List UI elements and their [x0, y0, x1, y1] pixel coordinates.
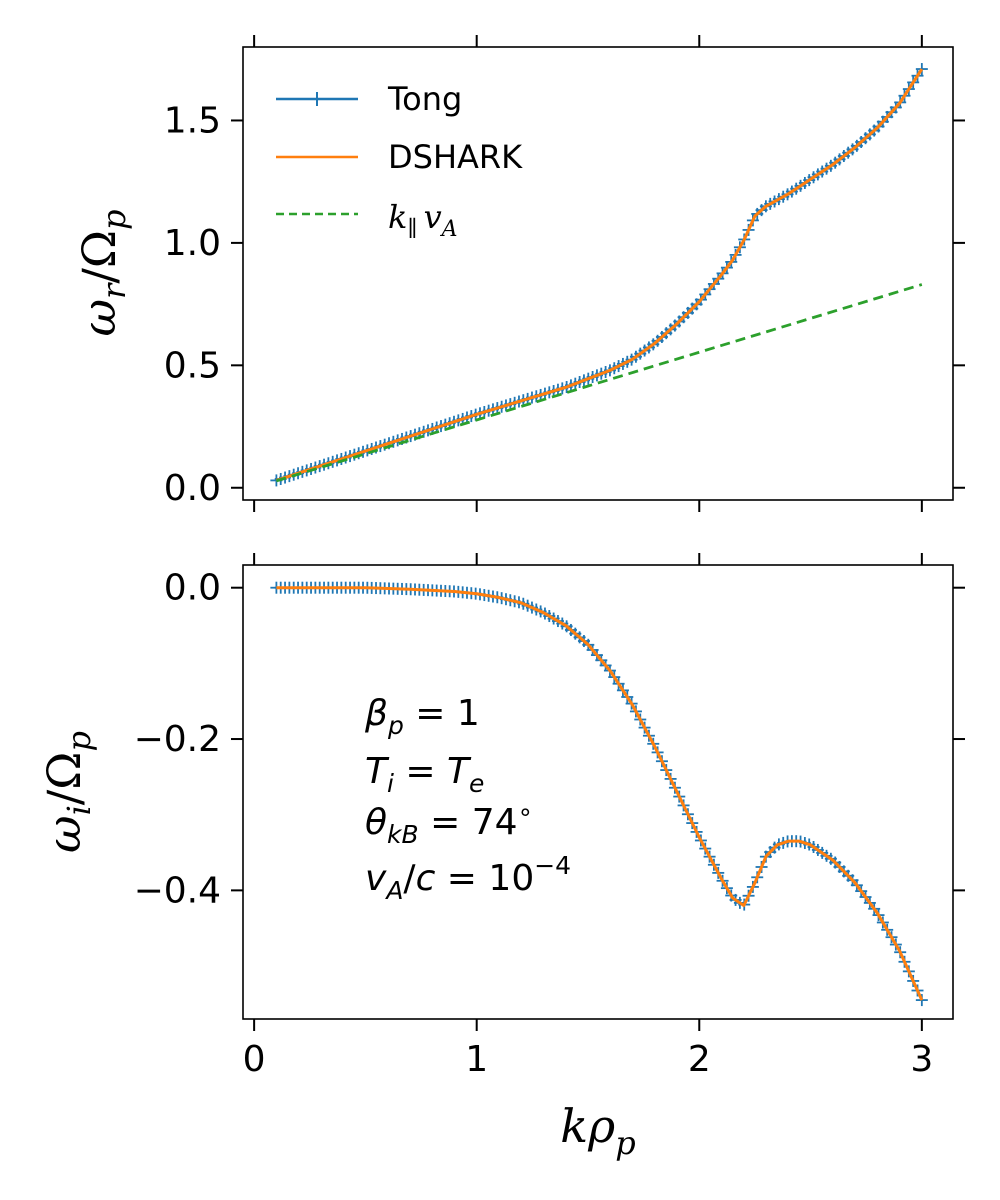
annotation-angle: θkB = 74∘ [365, 797, 533, 849]
annotation-temperature: Ti = Te [365, 751, 484, 798]
x-tick-label-2: 2 [688, 1039, 711, 1080]
y-tick-label-bottom-1: −0.2 [134, 719, 221, 760]
parameter-annotation: βp = 1 Ti = Te θkB = 74∘ vA/c = 10−4 [364, 693, 571, 905]
y-tick-label-top-1: 0.5 [164, 345, 221, 386]
y-tick-label-top-2: 1.0 [164, 223, 221, 264]
series-top-0-line [276, 68, 923, 482]
top-ticks: 0.0 0.5 1.0 1.5 [164, 35, 965, 512]
y-tick-label-top-3: 1.5 [164, 100, 221, 141]
series-top-2-line [275, 283, 923, 483]
top-plot-marks [270, 63, 928, 487]
series-bottom-0-line [276, 586, 923, 1001]
legend-label-tong: Tong [387, 80, 462, 118]
legend-entry-dshark: DSHARK [276, 138, 523, 176]
bottom-panel: 0 1 2 3 0.0 −0.2 −0.4 ωi/Ωp βp = 1 Ti = Te θkB… [37, 553, 965, 1080]
legend-entry-tong: Tong [276, 80, 462, 118]
top-plot-frame [242, 46, 954, 501]
legend-entry-alfven: k∥ vA [276, 198, 458, 242]
legend-label-dshark: DSHARK [388, 138, 523, 176]
annotation-beta: βp = 1 [364, 693, 480, 740]
x-tick-label-1: 1 [465, 1039, 488, 1080]
series-bottom-1-line [276, 586, 924, 1001]
top-ylabel: ωr/Ωp [72, 210, 133, 337]
x-tick-label-0: 0 [243, 1039, 266, 1080]
bottom-ticks: 0 1 2 3 0.0 −0.2 −0.4 [134, 553, 965, 1080]
y-tick-label-top-0: 0.0 [164, 468, 221, 509]
top-panel: 0.0 0.5 1.0 1.5 ωr/Ωp Tong DSHARK k∥ vA [72, 35, 965, 512]
bottom-ylabel: ωi/Ωp [37, 731, 98, 853]
y-tick-label-bottom-0: 0.0 [164, 568, 221, 609]
x-axis-label: kρp [560, 1099, 635, 1162]
y-tick-label-bottom-2: −0.4 [134, 870, 221, 911]
bottom-plot-frame [242, 564, 954, 1020]
legend: Tong DSHARK k∥ vA [276, 80, 523, 242]
bottom-plot-marks [270, 581, 928, 1007]
annotation-speed: vA/c = 10−4 [365, 851, 571, 905]
series-top-1-line [275, 68, 924, 482]
legend-label-alfven: k∥ vA [388, 198, 458, 242]
x-tick-label-3: 3 [910, 1039, 933, 1080]
